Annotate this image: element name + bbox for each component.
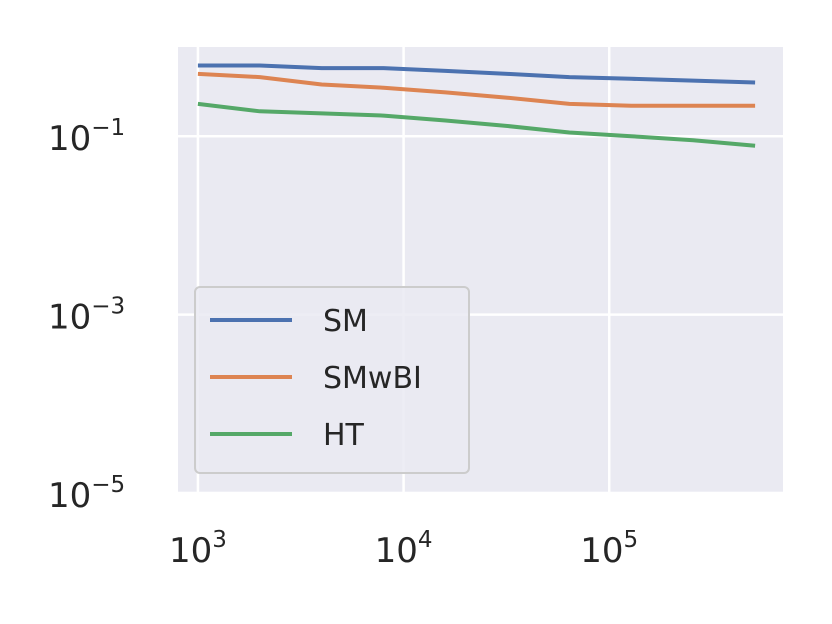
- y-tick-label: 10−3: [48, 294, 125, 338]
- legend-label-ht: HT: [323, 418, 365, 453]
- series-lines: [197, 63, 756, 148]
- legend-box: [194, 286, 470, 474]
- y-tick-label: 10−5: [48, 472, 125, 516]
- legend: SM SMwBI HT: [194, 286, 470, 474]
- series-line-ht: [197, 101, 756, 148]
- legend-label-sm: SM: [323, 304, 368, 339]
- y-axis-ticks: 10−1 10−3 10−5: [48, 115, 125, 516]
- y-tick-label: 10−1: [48, 115, 125, 159]
- series-line-sm: [197, 63, 756, 85]
- x-tick-label: 104: [375, 527, 433, 571]
- x-tick-label: 105: [580, 527, 638, 571]
- x-tick-label: 103: [169, 527, 227, 571]
- series-line-smwbi: [197, 71, 756, 108]
- x-axis-ticks: 103 104 105: [169, 527, 638, 571]
- grid: [178, 47, 783, 495]
- legend-label-smwbi: SMwBI: [323, 361, 422, 396]
